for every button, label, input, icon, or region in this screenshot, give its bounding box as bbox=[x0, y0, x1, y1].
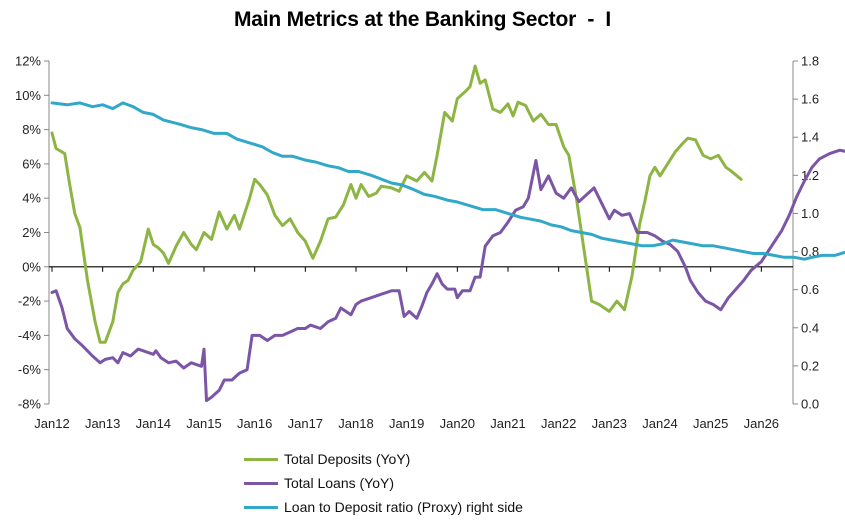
series-lines bbox=[50, 64, 845, 403]
x-tick-label: Jan25 bbox=[693, 416, 728, 431]
chart-title: Main Metrics at the Banking Sector - I bbox=[233, 8, 612, 31]
left-tick-label: -4% bbox=[18, 328, 42, 343]
right-tick-label: 1.4 bbox=[801, 130, 819, 145]
legend-swatch bbox=[244, 457, 278, 461]
left-tick-label: -2% bbox=[18, 294, 42, 309]
x-tick-label: Jan26 bbox=[744, 416, 779, 431]
x-tick-label: Jan12 bbox=[34, 416, 69, 431]
left-axis-ticks: -8% -6% -4% -2% 0% 2% 4% 6% 8% 10% 12% bbox=[15, 54, 49, 412]
x-tick-label: Jan23 bbox=[592, 416, 627, 431]
right-tick-label: 1.6 bbox=[801, 92, 819, 107]
x-tick-label: Jan20 bbox=[440, 416, 475, 431]
legend-label: Loan to Deposit ratio (Proxy) right side bbox=[284, 499, 523, 515]
x-tick-label: Jan17 bbox=[288, 416, 323, 431]
legend-item: Total Loans (YoY) bbox=[244, 471, 523, 495]
x-tick-label: Jan19 bbox=[389, 416, 424, 431]
right-axis-ticks: 0.00.20.40.60.81.01.21.41.61.8 bbox=[793, 54, 819, 412]
series-loan-deposit-ratio-line bbox=[50, 101, 845, 261]
x-tick-label: Jan16 bbox=[237, 416, 272, 431]
legend-item: Total Deposits (YoY) bbox=[244, 447, 523, 471]
x-tick-label: Jan15 bbox=[186, 416, 221, 431]
x-tick-label: Jan21 bbox=[490, 416, 525, 431]
axes bbox=[48, 61, 794, 404]
x-tick-label: Jan14 bbox=[136, 416, 171, 431]
legend-label: Total Loans (YoY) bbox=[284, 475, 394, 491]
right-tick-label: 1.8 bbox=[801, 54, 819, 69]
right-tick-label: 0.2 bbox=[801, 358, 819, 373]
left-tick-label: 8% bbox=[22, 122, 41, 137]
right-tick-label: 0.0 bbox=[801, 397, 819, 412]
legend-swatch bbox=[244, 481, 278, 485]
right-tick-label: 1.0 bbox=[801, 206, 819, 221]
left-tick-label: 12% bbox=[15, 54, 41, 69]
right-tick-label: 0.4 bbox=[801, 320, 819, 335]
x-tick-label: Jan22 bbox=[541, 416, 576, 431]
left-tick-label: -6% bbox=[18, 362, 42, 377]
x-axis-ticks: Jan12 Jan13 Jan14 Jan15 Jan16 Jan17 Jan18 Jan19… bbox=[34, 266, 779, 431]
series-total-deposits-line bbox=[50, 64, 743, 344]
left-tick-label: 2% bbox=[22, 225, 41, 240]
left-tick-label: 6% bbox=[22, 156, 41, 171]
x-tick-label: Jan13 bbox=[85, 416, 120, 431]
right-tick-label: 0.6 bbox=[801, 282, 819, 297]
legend: Total Deposits (YoY) Total Loans (YoY) Loa… bbox=[244, 447, 523, 519]
left-tick-label: 0% bbox=[22, 259, 41, 274]
x-tick-label: Jan24 bbox=[642, 416, 677, 431]
left-tick-label: 4% bbox=[22, 191, 41, 206]
legend-item: Loan to Deposit ratio (Proxy) right side bbox=[244, 495, 523, 519]
left-tick-label: -8% bbox=[18, 397, 42, 412]
left-tick-label: 10% bbox=[15, 88, 41, 103]
series-total-loans-line bbox=[50, 148, 845, 403]
x-tick-label: Jan18 bbox=[338, 416, 373, 431]
legend-label: Total Deposits (YoY) bbox=[284, 451, 411, 467]
legend-swatch bbox=[244, 505, 278, 509]
